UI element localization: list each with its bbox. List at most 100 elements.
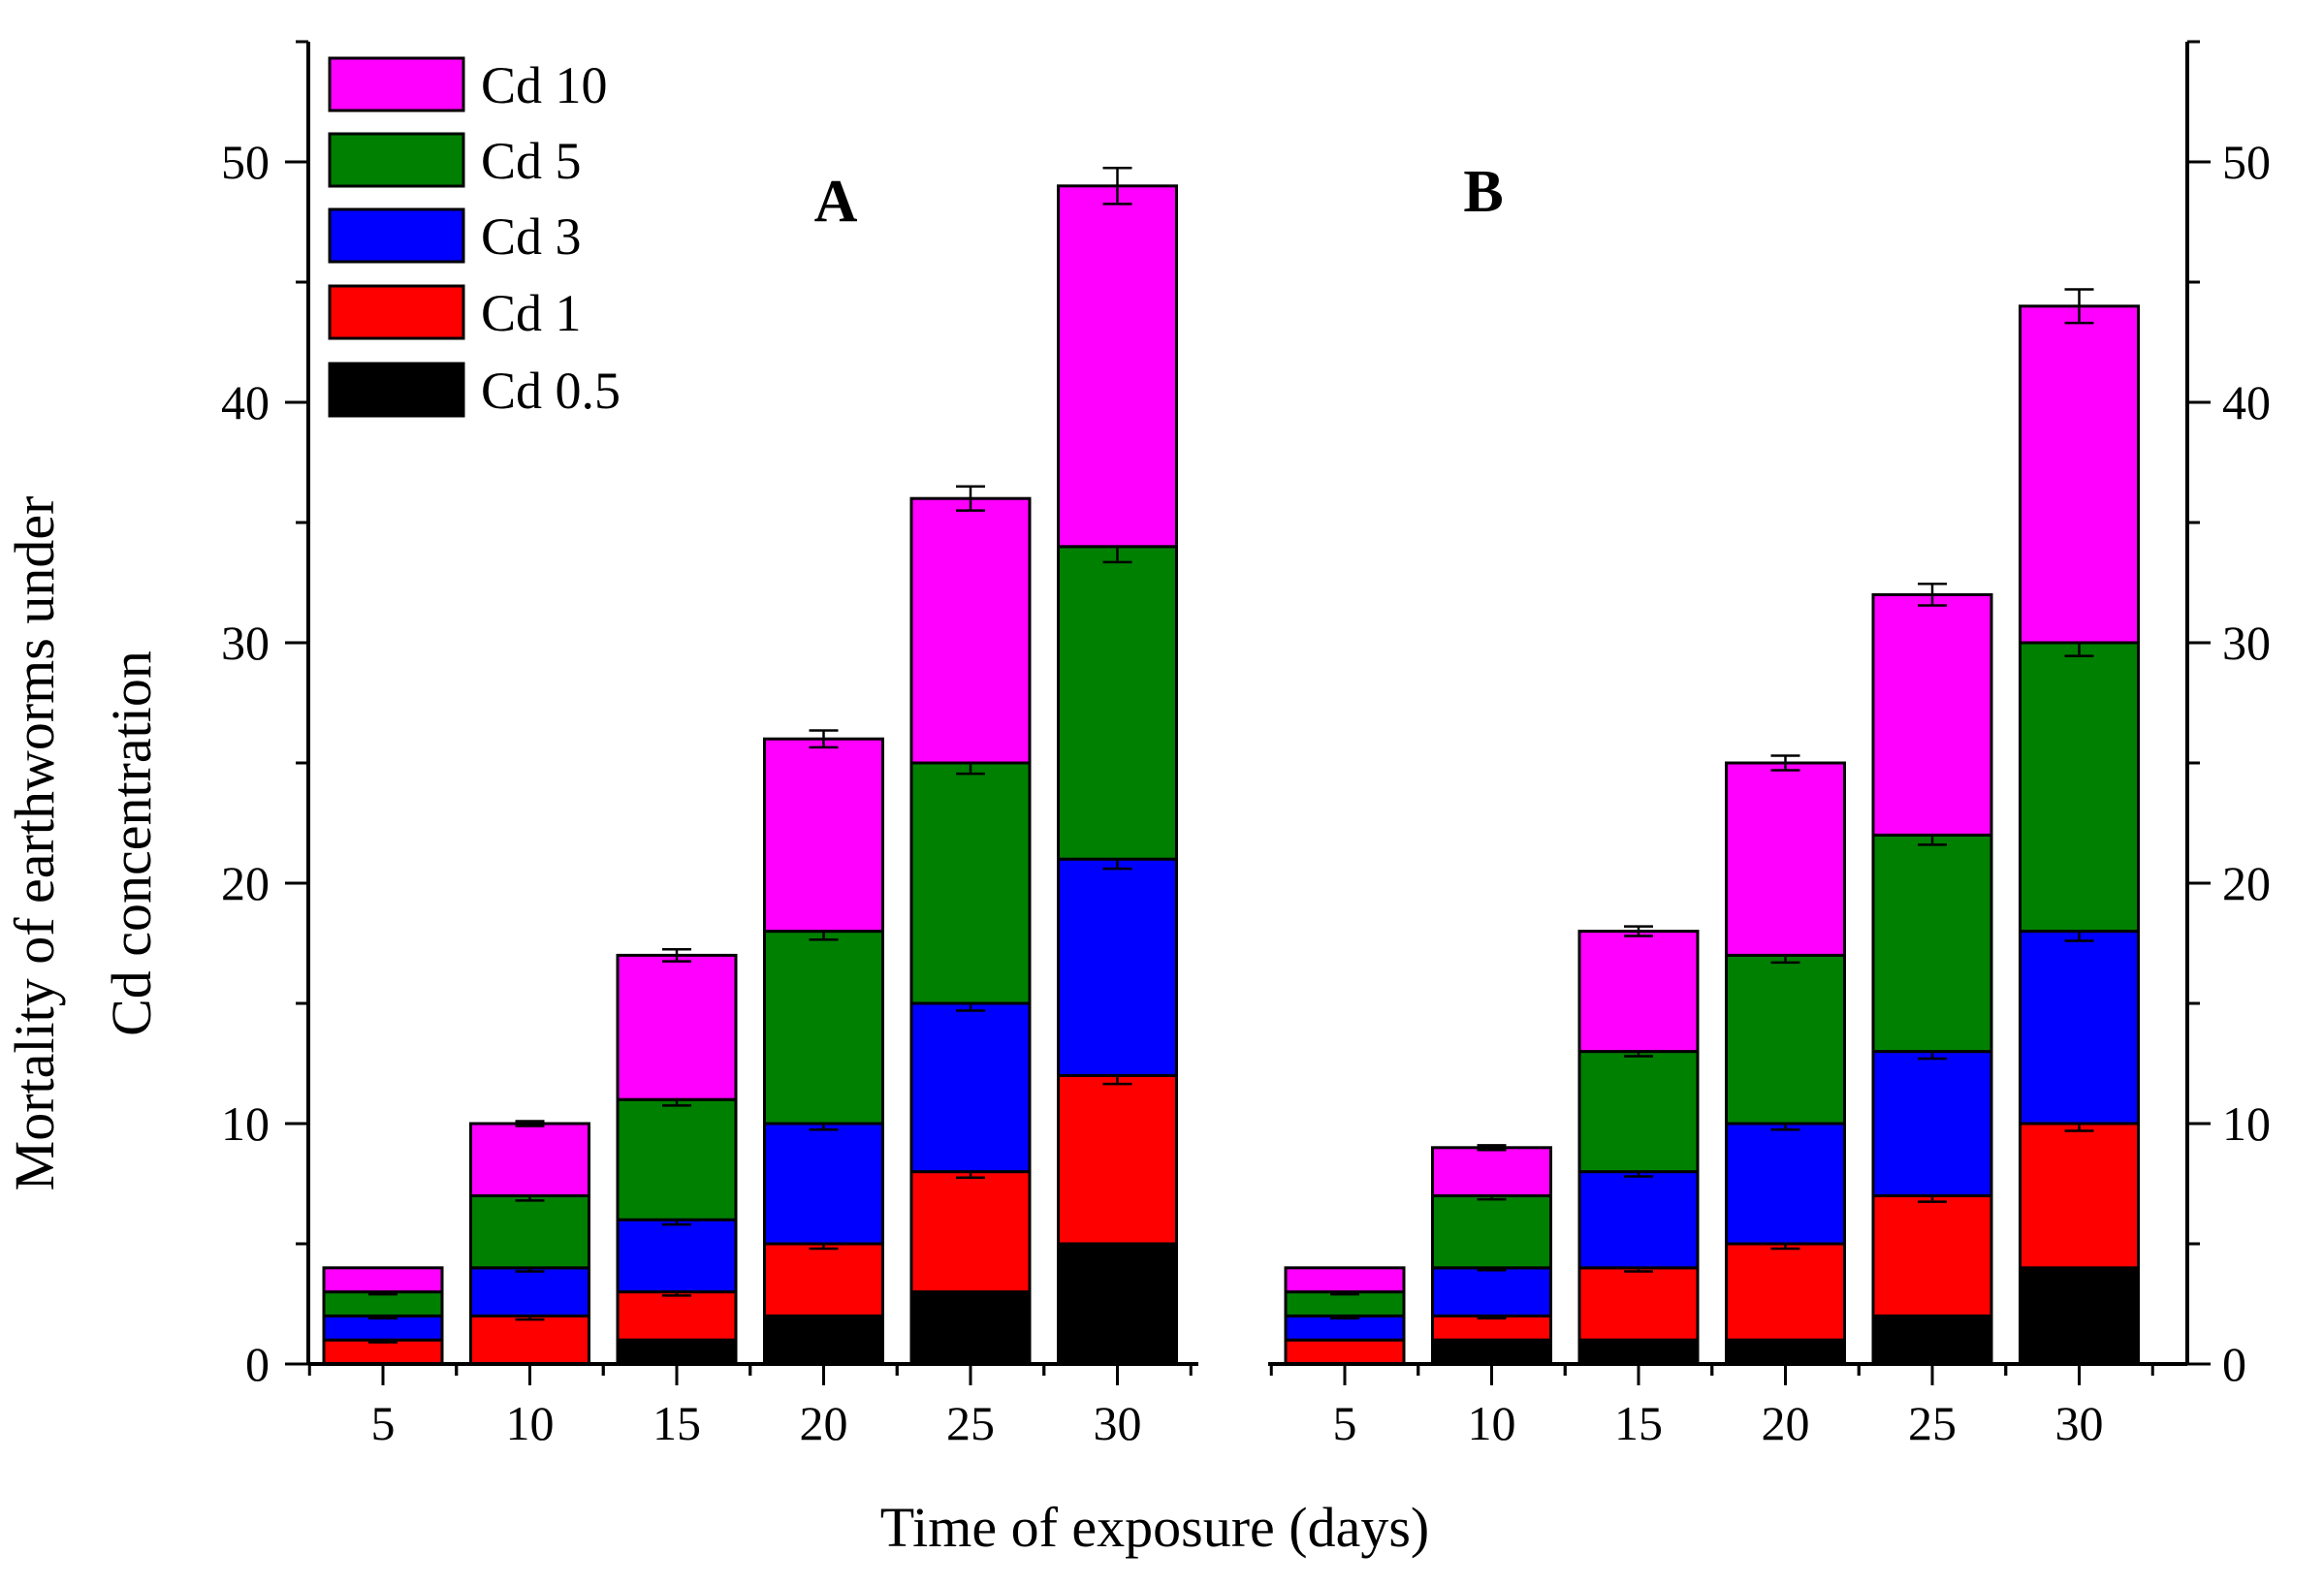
y-axis-label-line2: Cd concentration bbox=[100, 650, 163, 1036]
panel-b-bar-15-cd-10 bbox=[1577, 930, 1700, 1054]
panel-b-bar-30-cd-0-5 bbox=[2019, 1266, 2140, 1366]
panel-a-bar-10-cd-5 bbox=[469, 1193, 590, 1270]
panel-b-bar-25-cd-0-5 bbox=[1871, 1314, 1993, 1366]
legend-label-cd-3: Cd 3 bbox=[481, 207, 582, 266]
panel-b-x-tick-label-15: 15 bbox=[1614, 1396, 1663, 1450]
panel-a-x-tick-label-15: 15 bbox=[653, 1396, 701, 1450]
panel-a-bar-25-cd-5 bbox=[909, 761, 1032, 1005]
panel-b-bar-10-cd-5 bbox=[1431, 1193, 1552, 1270]
legend-label-cd-0-5: Cd 0.5 bbox=[481, 362, 621, 420]
panel-a-bar-20-cd-3 bbox=[763, 1122, 884, 1246]
panel-a-bar-10-cd-10 bbox=[469, 1122, 590, 1197]
panel-b-x-tick-label-20: 20 bbox=[1762, 1396, 1810, 1450]
panel-a-error-bar-30-cd-10 bbox=[1102, 166, 1132, 206]
legend-swatch-cd-1 bbox=[328, 284, 465, 340]
panel-a-error-bar-10-cd-10 bbox=[515, 1120, 545, 1127]
panel-b-bar-5-cd-10 bbox=[1284, 1266, 1406, 1294]
panel-a-bar-15-cd-5 bbox=[616, 1097, 738, 1221]
panel-b-x-tick-label-25: 25 bbox=[1908, 1396, 1957, 1450]
panel-b-bar-20-cd-5 bbox=[1725, 953, 1846, 1126]
panel-b-error-bar-15-cd-10 bbox=[1624, 925, 1653, 937]
panel-a-bar-20-cd-1 bbox=[763, 1242, 884, 1317]
panel-b-bar-25-cd-1 bbox=[1871, 1193, 1993, 1317]
panel-a-bar-30-cd-5 bbox=[1057, 545, 1178, 861]
y-left-tick-label-20: 20 bbox=[221, 856, 270, 910]
panel-a-bar-25-cd-0-5 bbox=[909, 1290, 1032, 1366]
legend-swatch-cd-10 bbox=[328, 56, 465, 112]
panel-b-bar-30-cd-10 bbox=[2019, 304, 2140, 645]
panel-a-x-tick-label-25: 25 bbox=[946, 1396, 995, 1450]
axes-layer: 5 10 15 20 25 30 5 10 15 20 25 30 0 0 10 10 20 20 30 30 40 40… bbox=[221, 40, 2271, 1450]
panel-a-bar-20-cd-5 bbox=[763, 930, 884, 1126]
y-axis-label-line1: Mortality of earthworms under bbox=[3, 496, 66, 1191]
panel-b-bar-25-cd-3 bbox=[1871, 1050, 1993, 1197]
panel-label-a: A bbox=[814, 169, 858, 235]
legend: Cd 10 Cd 5 Cd 3 Cd 1 Cd 0.5 bbox=[328, 56, 621, 420]
legend-swatch-cd-3 bbox=[328, 207, 465, 264]
panel-b-bar-30-cd-5 bbox=[2019, 641, 2140, 934]
panel-b-bar-20-cd-10 bbox=[1725, 761, 1846, 957]
panel-a-error-bar-15-cd-10 bbox=[662, 947, 691, 963]
panel-a-bar-10-cd-1 bbox=[469, 1314, 590, 1366]
panel-b-error-bar-30-cd-10 bbox=[2064, 288, 2094, 325]
panel-a-error-bar-25-cd-10 bbox=[956, 485, 985, 512]
panel-b-error-bar-25-cd-10 bbox=[1918, 582, 1947, 607]
panel-b-bar-30-cd-1 bbox=[2019, 1122, 2140, 1270]
panel-b-bar-15-cd-3 bbox=[1577, 1170, 1700, 1270]
panel-a-bar-15-cd-10 bbox=[616, 953, 738, 1101]
panel-a-bar-20-cd-10 bbox=[763, 737, 884, 934]
panel-a-error-bar-20-cd-10 bbox=[809, 729, 839, 749]
panel-a-bar-25-cd-1 bbox=[909, 1170, 1032, 1294]
y-axis-label-group: Mortality of earthworms under Cd concent… bbox=[3, 496, 163, 1191]
panel-b-bar-10-cd-0-5 bbox=[1431, 1338, 1552, 1366]
panel-a-bar-5-cd-5 bbox=[322, 1290, 444, 1317]
y-left-tick-label-40: 40 bbox=[221, 375, 270, 429]
panel-b-bar-10-cd-1 bbox=[1431, 1314, 1552, 1342]
panel-b-bar-25-cd-10 bbox=[1871, 592, 1993, 837]
legend-label-cd-10: Cd 10 bbox=[481, 56, 608, 114]
panel-b-bar-20-cd-3 bbox=[1725, 1122, 1846, 1246]
panel-a-bar-30-cd-3 bbox=[1057, 857, 1178, 1077]
panel-b-bar-15-cd-5 bbox=[1577, 1050, 1700, 1174]
panel-b-bar-10-cd-10 bbox=[1431, 1146, 1552, 1197]
panel-b-bar-20-cd-1 bbox=[1725, 1242, 1846, 1342]
panel-a-bar-15-cd-1 bbox=[616, 1290, 738, 1342]
panel-a-x-tick-label-30: 30 bbox=[1094, 1396, 1142, 1450]
y-right-tick-label-10: 10 bbox=[2222, 1096, 2271, 1151]
panel-a-x-tick-label-20: 20 bbox=[800, 1396, 848, 1450]
panel-b-bar-30-cd-3 bbox=[2019, 930, 2140, 1126]
panel-a-bar-30-cd-10 bbox=[1057, 184, 1178, 549]
panel-label-b: B bbox=[1463, 159, 1503, 225]
legend-swatch-cd-5 bbox=[328, 132, 465, 188]
panel-b-x-tick-label-10: 10 bbox=[1468, 1396, 1516, 1450]
panel-a-bar-30-cd-0-5 bbox=[1057, 1242, 1178, 1366]
panel-b-bar-15-cd-1 bbox=[1577, 1266, 1700, 1342]
panel-a-bar-30-cd-1 bbox=[1057, 1073, 1178, 1246]
legend-swatch-cd-0-5 bbox=[328, 362, 465, 418]
panel-a-bar-25-cd-10 bbox=[909, 496, 1032, 765]
y-right-tick-label-40: 40 bbox=[2222, 375, 2271, 429]
panel-a-x-tick-label-5: 5 bbox=[371, 1396, 396, 1450]
panel-b-error-bar-10-cd-10 bbox=[1477, 1144, 1507, 1152]
y-right-tick-label-50: 50 bbox=[2222, 135, 2271, 189]
panel-b-bar-20-cd-0-5 bbox=[1725, 1338, 1846, 1366]
y-left-tick-label-0: 0 bbox=[245, 1337, 270, 1391]
x-axis-label: Time of exposure (days) bbox=[880, 1496, 1430, 1559]
panel-a-bar-10-cd-3 bbox=[469, 1266, 590, 1317]
legend-label-cd-5: Cd 5 bbox=[481, 132, 582, 190]
panel-b-x-tick-label-30: 30 bbox=[2055, 1396, 2104, 1450]
panel-b-bar-25-cd-5 bbox=[1871, 833, 1993, 1054]
y-left-tick-label-50: 50 bbox=[221, 135, 270, 189]
panel-a-bar-20-cd-0-5 bbox=[763, 1314, 884, 1366]
panel-b-bar-10-cd-3 bbox=[1431, 1266, 1552, 1317]
panel-b-x-tick-label-5: 5 bbox=[1333, 1396, 1357, 1450]
y-left-tick-label-30: 30 bbox=[221, 616, 270, 670]
panel-b-bar-5-cd-1 bbox=[1284, 1338, 1406, 1366]
y-right-tick-label-30: 30 bbox=[2222, 616, 2271, 670]
panel-a-bar-25-cd-3 bbox=[909, 1001, 1032, 1174]
panel-a-bar-15-cd-3 bbox=[616, 1218, 738, 1294]
panel-b-bar-15-cd-0-5 bbox=[1577, 1338, 1700, 1366]
y-right-tick-label-20: 20 bbox=[2222, 856, 2271, 910]
y-left-tick-label-10: 10 bbox=[221, 1096, 270, 1151]
